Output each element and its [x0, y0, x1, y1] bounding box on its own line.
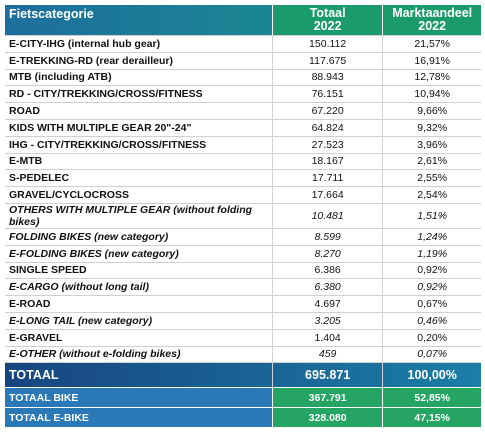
table: Fietscategorie Totaal 2022 Marktaandeel 2022… — [5, 5, 481, 429]
cell: 17.711 — [271, 170, 383, 187]
cell: KIDS WITH MULTIPLE GEAR 20"-24" — [9, 121, 192, 134]
cell: TOTAAL — [9, 368, 59, 383]
cell: TOTAAL E-BIKE — [9, 411, 89, 424]
cell: E-OTHER (without e-folding bikes) — [9, 348, 181, 361]
data-row: KIDS WITH MULTIPLE GEAR 20"-24" 64.824 9,3… — [5, 119, 481, 137]
cell: 9,32% — [382, 119, 481, 136]
cell: 88.943 — [271, 69, 383, 86]
cell: 3.205 — [271, 312, 383, 329]
header-text: Marktaandeel — [392, 6, 473, 20]
subtotal-row: TOTAAL E-BIKE 328.080 47,15% — [5, 408, 481, 429]
cell: 100,00% — [382, 363, 481, 388]
cell: E-TREKKING-RD (rear derailleur) — [9, 54, 173, 67]
data-row: GRAVEL/CYCLOCROSS 17.664 2,54% — [5, 187, 481, 204]
header-text: Totaal — [309, 6, 346, 20]
cell: MTB (including ATB) — [9, 71, 112, 84]
data-row: OTHERS WITH MULTIPLE GEAR (without foldi… — [5, 203, 481, 229]
cell: 21,57% — [382, 36, 481, 52]
data-row: E-TREKKING-RD (rear derailleur) 117.675 16… — [5, 52, 481, 70]
cell: 52,85% — [382, 388, 481, 408]
cell: 0,46% — [382, 312, 481, 329]
data-row: FOLDING BIKES (new category) 8.599 1,24% — [5, 228, 481, 246]
data-row: SINGLE SPEED 6.386 0,92% — [5, 262, 481, 280]
total-row: TOTAAL 695.871 100,00% — [5, 363, 481, 389]
cell: 0,92% — [382, 262, 481, 279]
subtotal-row: TOTAAL BIKE 367.791 52,85% — [5, 388, 481, 409]
data-row: MTB (including ATB) 88.943 12,78% — [5, 69, 481, 87]
cell: 10,94% — [382, 86, 481, 103]
cell: 1.404 — [271, 329, 383, 346]
cell: OTHERS WITH MULTIPLE GEAR (without foldi… — [9, 203, 253, 228]
data-row: E-OTHER (without e-folding bikes) 459 0,07… — [5, 346, 481, 364]
header-text: 2022 — [418, 19, 447, 33]
header-cell: Marktaandeel 2022 — [382, 5, 481, 35]
data-row: IHG - CITY/TREKKING/CROSS/FITNESS 27.523 3… — [5, 136, 481, 154]
data-row: E-LONG TAIL (new category) 3.205 0,46% — [5, 312, 481, 330]
cell: E-CITY-IHG (internal hub gear) — [9, 37, 161, 50]
cell: 4.697 — [271, 296, 383, 312]
cell: 12,78% — [382, 69, 481, 86]
cell: 1,19% — [382, 245, 481, 262]
cell: E-GRAVEL — [9, 331, 63, 344]
cell: 6.386 — [271, 262, 383, 279]
header-text: 2022 — [313, 19, 342, 33]
cell: E-FOLDING BIKES (new category) — [9, 247, 179, 260]
data-row: E-CITY-IHG (internal hub gear) 150.112 21,… — [5, 36, 481, 53]
data-row: E-MTB 18.167 2,61% — [5, 153, 481, 171]
cell: S-PEDELEC — [9, 172, 70, 185]
cell: 367.791 — [271, 388, 383, 408]
data-row: E-GRAVEL 1.404 0,20% — [5, 329, 481, 347]
cell: E-ROAD — [9, 298, 51, 311]
cell: FOLDING BIKES (new category) — [9, 230, 169, 243]
cell: 459 — [271, 346, 383, 363]
data-row: ROAD 67.220 9,66% — [5, 103, 481, 120]
cell: 6.380 — [271, 279, 383, 296]
cell: IHG - CITY/TREKKING/CROSS/FITNESS — [9, 138, 207, 151]
cell: 2,61% — [382, 153, 481, 170]
cell: 1,51% — [382, 203, 481, 228]
cell: 8.270 — [271, 245, 383, 262]
cell: 0,20% — [382, 329, 481, 346]
cell: 117.675 — [271, 52, 383, 69]
data-row: RD - CITY/TREKKING/CROSS/FITNESS 76.151 10… — [5, 86, 481, 104]
cell: 2,55% — [382, 170, 481, 187]
cell: 76.151 — [271, 86, 383, 103]
cell: 16,91% — [382, 52, 481, 69]
header-cell: Fietscategorie — [5, 5, 272, 35]
cell: 9,66% — [382, 103, 481, 119]
header-cell: Totaal 2022 — [271, 5, 383, 35]
header-text: Fietscategorie — [9, 7, 94, 21]
cell: ROAD — [9, 105, 40, 118]
cell: 695.871 — [271, 363, 383, 388]
cell: SINGLE SPEED — [9, 264, 87, 277]
cell: E-CARGO (without long tail) — [9, 281, 149, 294]
cell: TOTAAL BIKE — [9, 391, 79, 404]
cell: E-LONG TAIL (new category) — [9, 314, 153, 327]
cell: 64.824 — [271, 119, 383, 136]
cell: 3,96% — [382, 136, 481, 153]
data-row: E-CARGO (without long tail) 6.380 0,92% — [5, 279, 481, 297]
cell: 17.664 — [271, 187, 383, 203]
header-row: Fietscategorie Totaal 2022 Marktaandeel 2022 — [5, 5, 481, 36]
cell: 0,07% — [382, 346, 481, 363]
cell: 27.523 — [271, 136, 383, 153]
data-row: E-FOLDING BIKES (new category) 8.270 1,19% — [5, 245, 481, 263]
cell: 67.220 — [271, 103, 383, 119]
cell: 150.112 — [271, 36, 383, 52]
cell: E-MTB — [9, 155, 43, 168]
cell: 1,24% — [382, 228, 481, 245]
cell: 328.080 — [271, 408, 383, 428]
cell: 2,54% — [382, 187, 481, 203]
cell: GRAVEL/CYCLOCROSS — [9, 189, 129, 202]
cell: 18.167 — [271, 153, 383, 170]
cell: 10.481 — [271, 203, 383, 228]
cell: RD - CITY/TREKKING/CROSS/FITNESS — [9, 88, 203, 101]
cell: 47,15% — [382, 408, 481, 428]
cell: 0,67% — [382, 296, 481, 312]
data-row: E-ROAD 4.697 0,67% — [5, 296, 481, 313]
cell: 8.599 — [271, 228, 383, 245]
cell: 0,92% — [382, 279, 481, 296]
data-row: S-PEDELEC 17.711 2,55% — [5, 170, 481, 188]
